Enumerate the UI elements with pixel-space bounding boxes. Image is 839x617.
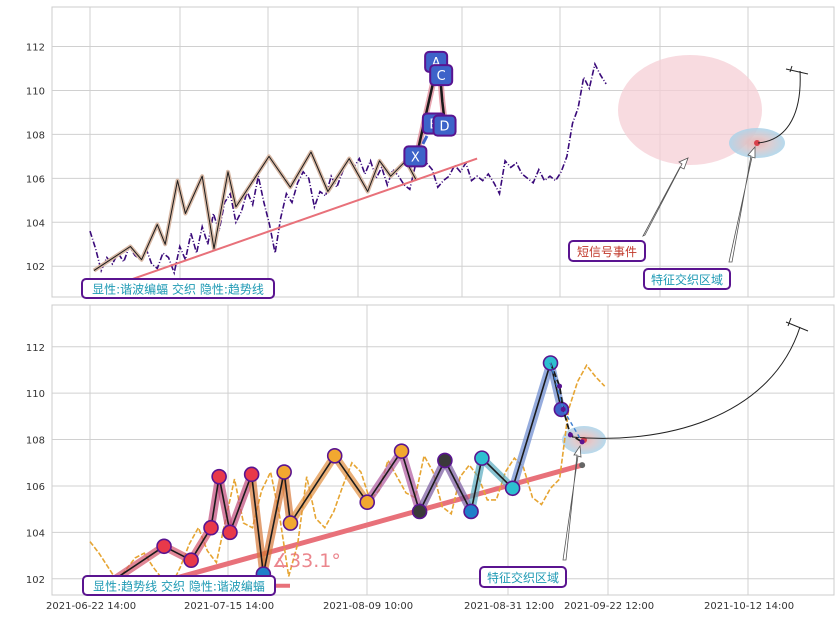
zigzag-node — [243, 466, 260, 483]
zigzag-node — [474, 450, 490, 466]
top-zigzag-series — [92, 150, 419, 273]
zigzag-node — [504, 480, 521, 497]
curve-arrow-bottom — [571, 326, 801, 439]
y-tick-label: 108 — [26, 130, 45, 141]
y-tick-label: 112 — [26, 43, 45, 54]
zigzag-node — [183, 552, 199, 569]
trend-angle-label: ∡33.1° — [272, 550, 341, 572]
cross-zone-arrow-top — [728, 145, 756, 263]
y-tick-label: 106 — [26, 482, 45, 493]
trend-line — [99, 157, 478, 292]
pattern-node-x: X — [403, 145, 428, 168]
forecast-dashed — [549, 362, 583, 443]
zigzag-node — [211, 468, 227, 485]
cross-zone-box-bottom — [479, 566, 567, 588]
zigzag-node — [276, 464, 292, 480]
cross-zone-arrow-bottom — [562, 444, 582, 561]
zigzag-node — [411, 503, 428, 520]
x-tick-label: 2021-08-09 10:00 — [323, 601, 413, 612]
zigzag-line — [93, 151, 417, 272]
zigzag-node — [282, 515, 299, 531]
pattern-node-c: C — [429, 64, 454, 87]
cross-zone-dot-top — [754, 140, 760, 146]
y-tick-label: 110 — [26, 86, 45, 97]
forecast-point — [557, 383, 563, 389]
top-y-ticks: 102 104 106 108 110 112 — [26, 43, 45, 274]
bottom-forecast-path — [549, 362, 585, 445]
curve-arrow-head-bottom — [785, 317, 809, 332]
zigzag-node — [437, 452, 453, 469]
short-signal-text: 短信号事件 — [577, 245, 637, 259]
forecast-point — [567, 432, 573, 438]
y-tick-label: 104 — [26, 218, 45, 229]
y-tick-label: 104 — [26, 528, 45, 539]
zigzag-node — [203, 519, 219, 536]
zigzag-node — [359, 494, 376, 511]
bottom-legend-text: 显性:趋势线 交织 隐性:谐波编蝠 — [93, 579, 265, 594]
bottom-legend-box — [82, 575, 276, 596]
x-tick-label: 2021-10-12 14:00 — [704, 601, 794, 612]
bottom-zigzag-series — [93, 355, 570, 596]
bottom-grid — [52, 305, 834, 595]
x-tick-label: 2021-08-31 12:00 — [464, 601, 554, 612]
cross-zone-box-top — [643, 268, 731, 290]
y-tick-label: 110 — [26, 389, 45, 400]
trend-end-dot — [579, 462, 586, 469]
pattern-zone-bubble — [618, 55, 762, 165]
zigzag-line — [101, 362, 563, 589]
curve-arrow-head-top — [785, 65, 809, 75]
zigzag-node — [156, 538, 172, 555]
top-grid — [52, 7, 834, 297]
y-tick-label: 112 — [26, 343, 45, 354]
zigzag-node — [463, 503, 479, 520]
svg-text:C: C — [437, 69, 446, 84]
zigzag-node — [222, 524, 238, 541]
short-signal-arrow — [642, 157, 689, 237]
top-legend-box — [81, 278, 275, 299]
top-legend-text: 显性:谐波编蝠 交织 隐性:趋势线 — [92, 282, 264, 297]
cross-zone-text-bottom: 特征交织区域 — [487, 570, 559, 585]
pattern-node-d: D — [432, 114, 457, 137]
curve-arrow-top — [757, 70, 801, 144]
zigzag-node — [326, 447, 343, 464]
cross-zone-text-top: 特征交织区域 — [651, 272, 723, 287]
bottom-y-ticks: 102 104 106 108 110 112 — [26, 343, 45, 586]
x-tick-label: 2021-09-22 12:00 — [564, 601, 654, 612]
forecast-point — [560, 406, 566, 412]
short-signal-box — [568, 240, 646, 262]
y-tick-label: 106 — [26, 174, 45, 185]
svg-text:X: X — [411, 150, 420, 165]
top-trend-line — [99, 157, 478, 292]
y-tick-label: 108 — [26, 436, 45, 447]
top-pattern-labels: XACBD — [403, 50, 457, 168]
svg-text:D: D — [440, 120, 450, 135]
x-tick-label: 2021-06-22 14:00 — [46, 601, 136, 612]
x-tick-label: 2021-07-15 14:00 — [184, 601, 274, 612]
y-tick-label: 102 — [26, 575, 45, 586]
bottom-x-ticks: 2021-06-22 14:00 2021-07-15 14:00 2021-08-… — [46, 601, 794, 612]
forecast-point — [579, 439, 585, 445]
svg-text:A: A — [432, 56, 441, 71]
zigzag-node — [393, 443, 410, 459]
y-tick-label: 102 — [26, 262, 45, 273]
bottom-plot-area — [51, 304, 835, 596]
